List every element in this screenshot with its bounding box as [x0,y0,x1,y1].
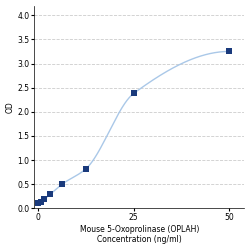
Point [60,182,64,186]
Point [132,92,136,96]
Point [48,192,52,196]
Y-axis label: OD: OD [6,101,15,113]
Point [227,50,231,54]
Point [39,200,43,204]
X-axis label: Mouse 5-Oxoprolinase (OPLAH)
Concentration (ng/ml): Mouse 5-Oxoprolinase (OPLAH) Concentrati… [80,225,199,244]
Point [42,198,46,202]
Point [36,201,40,205]
Point [84,167,88,171]
